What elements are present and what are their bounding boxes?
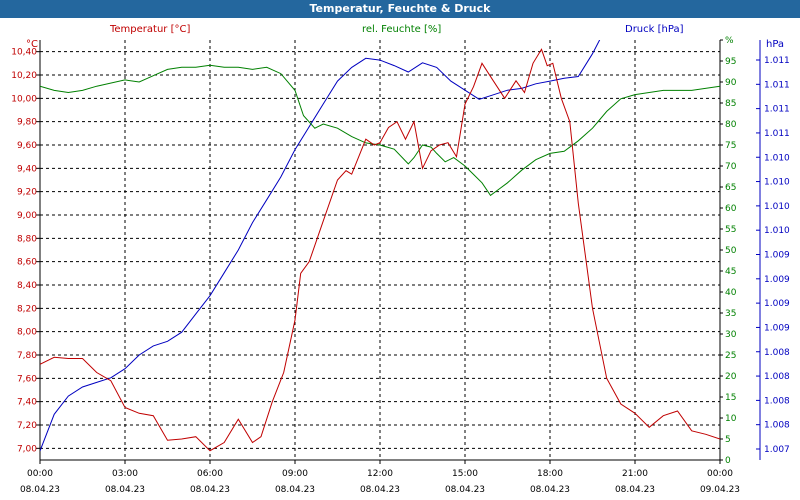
pressure-tick-label: 1.007 — [764, 445, 790, 455]
legend-pressure: Druck [hPa] — [625, 24, 684, 35]
temperature-tick-label: 7,40 — [17, 398, 37, 408]
x-tick-time: 00:00 — [707, 469, 733, 479]
pressure-tick-label: 1.011 — [764, 129, 790, 139]
pressure-tick-label: 1.008 — [764, 372, 790, 382]
pressure-tick-label: 1.011 — [764, 105, 790, 115]
pressure-tick-label: 1.011 — [764, 56, 790, 66]
pressure-tick-label: 1.011 — [764, 80, 790, 90]
humidity-tick-label: 50 — [725, 246, 737, 256]
pressure-tick-label: 1.008 — [764, 348, 790, 358]
humidity-tick-label: 25 — [725, 351, 736, 361]
x-tick-time: 06:00 — [197, 469, 223, 479]
x-tick-date: 08.04.23 — [530, 485, 570, 495]
x-tick-date: 08.04.23 — [445, 485, 485, 495]
pressure-tick-label: 1.008 — [764, 396, 790, 406]
pressure-tick-label: 1.010 — [764, 178, 790, 188]
humidity-tick-label: 75 — [725, 141, 736, 151]
x-tick-date: 08.04.23 — [105, 485, 145, 495]
x-tick-date: 08.04.23 — [20, 485, 60, 495]
x-tick-time: 18:00 — [537, 469, 563, 479]
temperature-tick-label: 9,20 — [17, 188, 37, 198]
x-tick-date: 08.04.23 — [190, 485, 230, 495]
temperature-tick-label: 8,20 — [17, 304, 37, 314]
temperature-tick-label: 7,00 — [17, 444, 37, 454]
humidity-tick-label: 95 — [725, 57, 736, 67]
humidity-series-line — [40, 64, 720, 197]
legend-humidity: rel. Feuchte [%] — [362, 24, 442, 35]
temperature-tick-label: 9,80 — [17, 118, 37, 128]
x-tick-date: 08.04.23 — [275, 485, 315, 495]
humidity-tick-label: 45 — [725, 267, 736, 277]
x-tick-date: 08.04.23 — [615, 485, 655, 495]
humidity-tick-label: 40 — [725, 288, 737, 298]
humidity-tick-label: 0 — [725, 456, 731, 466]
temperature-tick-label: 7,60 — [17, 374, 37, 384]
pressure-tick-label: 1.010 — [764, 226, 790, 236]
temperature-tick-label: 10,40 — [11, 48, 37, 58]
temperature-tick-label: 8,60 — [17, 258, 37, 268]
temperature-tick-label: 8,80 — [17, 234, 37, 244]
pressure-tick-label: 1.008 — [764, 421, 790, 431]
humidity-tick-label: 90 — [725, 78, 737, 88]
humidity-tick-label: 85 — [725, 99, 736, 109]
x-tick-time: 12:00 — [367, 469, 393, 479]
x-tick-date: 08.04.23 — [360, 485, 400, 495]
humidity-tick-label: 60 — [725, 204, 737, 214]
humidity-tick-label: 30 — [725, 330, 737, 340]
pressure-tick-label: 1.010 — [764, 202, 790, 212]
humidity-tick-label: 55 — [725, 225, 736, 235]
temperature-tick-label: 10,00 — [11, 94, 37, 104]
pressure-tick-label: 1.009 — [764, 275, 790, 285]
humidity-tick-label: 80 — [725, 120, 737, 130]
pressure-tick-label: 1.009 — [764, 251, 790, 261]
temperature-tick-label: 7,80 — [17, 351, 37, 361]
temperature-tick-label: 9,00 — [17, 211, 37, 221]
temperature-tick-label: 7,20 — [17, 421, 37, 431]
x-tick-time: 00:00 — [27, 469, 53, 479]
window-title: Temperatur, Feuchte & Druck — [0, 0, 800, 18]
x-tick-time: 09:00 — [282, 469, 308, 479]
x-tick-date: 09.04.23 — [700, 485, 740, 495]
temperature-unit-label: °C — [26, 39, 38, 50]
pressure-tick-label: 1.010 — [764, 153, 790, 163]
pressure-unit-label: hPa — [766, 39, 785, 50]
legend-temperature: Temperatur [°C] — [110, 24, 191, 35]
temperature-tick-label: 8,00 — [17, 328, 37, 338]
humidity-tick-label: % — [725, 36, 734, 46]
pressure-series-line — [40, 40, 601, 452]
humidity-tick-label: 65 — [725, 183, 736, 193]
temperature-tick-label: 9,40 — [17, 164, 37, 174]
humidity-tick-label: 15 — [725, 393, 736, 403]
pressure-tick-label: 1.009 — [764, 323, 790, 333]
humidity-tick-label: 35 — [725, 309, 736, 319]
humidity-tick-label: 5 — [725, 435, 731, 445]
humidity-tick-label: 70 — [725, 162, 737, 172]
x-tick-time: 03:00 — [112, 469, 138, 479]
pressure-tick-label: 1.009 — [764, 299, 790, 309]
temperature-tick-label: 9,60 — [17, 141, 37, 151]
humidity-tick-label: 20 — [725, 372, 737, 382]
temperature-tick-label: 10,20 — [11, 71, 37, 81]
x-tick-time: 15:00 — [452, 469, 478, 479]
temperature-series-line — [40, 48, 720, 452]
temperature-tick-label: 8,40 — [17, 281, 37, 291]
x-tick-time: 21:00 — [622, 469, 648, 479]
grid — [36, 39, 760, 464]
humidity-tick-label: 10 — [725, 414, 737, 424]
